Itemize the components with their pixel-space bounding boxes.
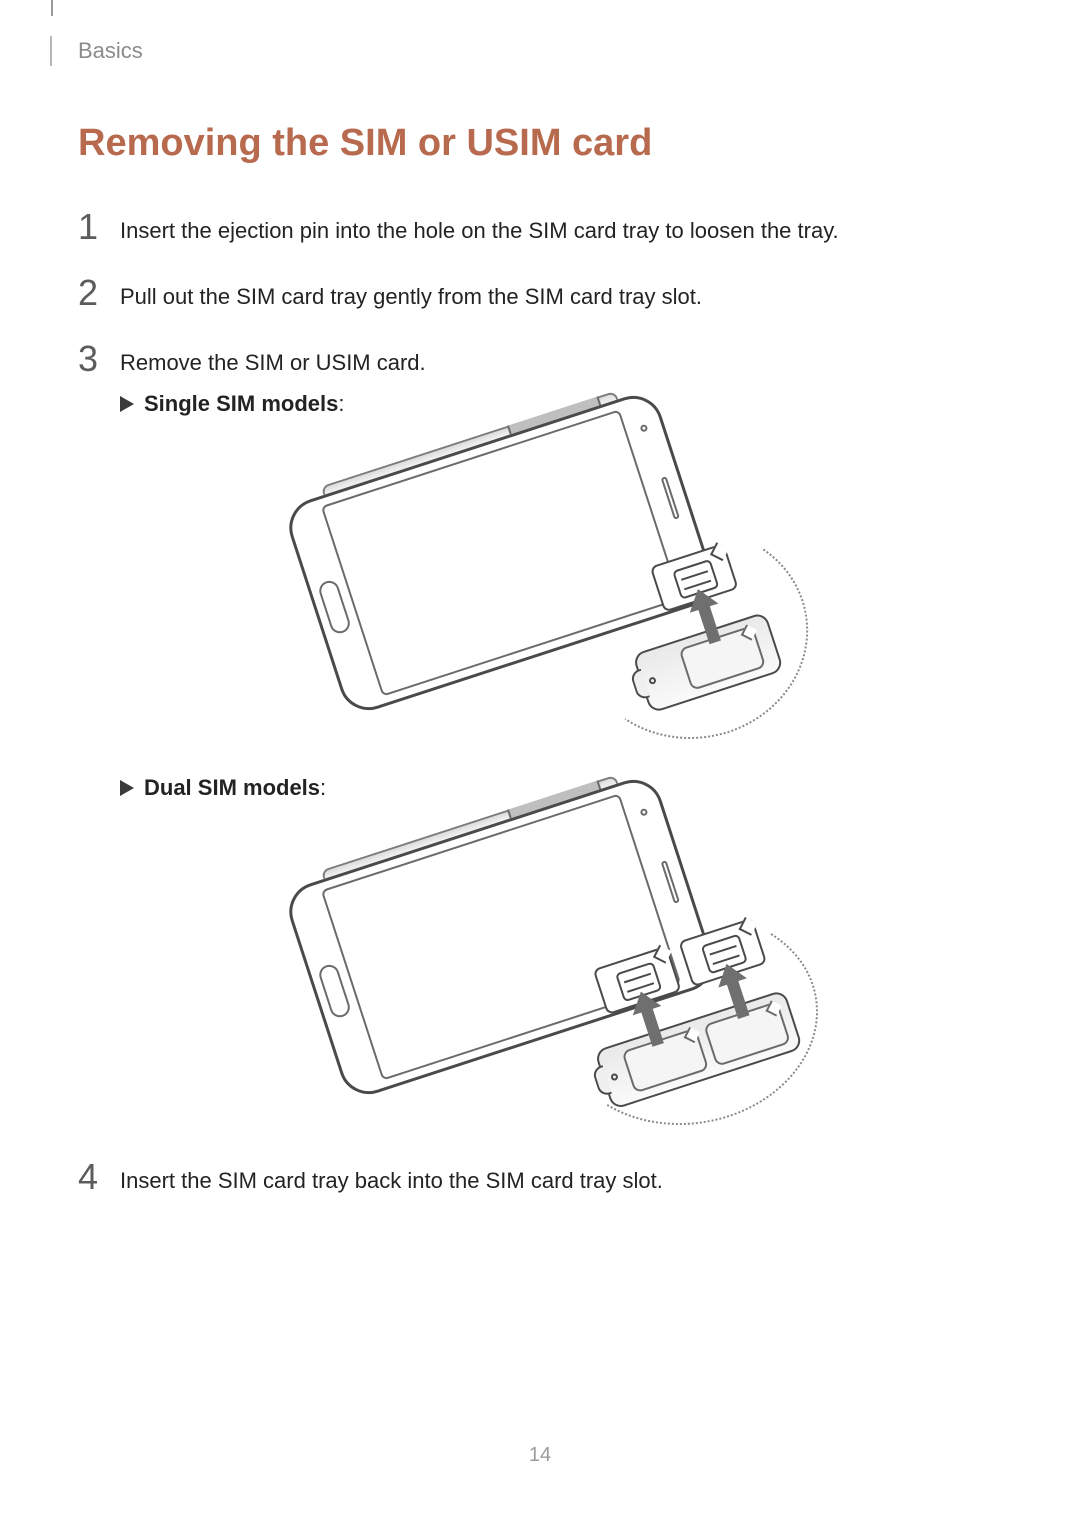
- sub-colon: :: [320, 775, 326, 801]
- step-text: Pull out the SIM card tray gently from t…: [120, 275, 1002, 313]
- step-number: 3: [78, 341, 120, 377]
- page-number: 14: [0, 1444, 1080, 1467]
- page-edge-mark: [51, 0, 53, 16]
- figure-single-sim: [270, 435, 810, 745]
- steps: 1 Insert the ejection pin into the hole …: [78, 209, 1002, 1197]
- step-number: 4: [78, 1159, 120, 1195]
- step-text: Insert the SIM card tray back into the S…: [120, 1159, 1002, 1197]
- step-text: Remove the SIM or USIM card.: [120, 341, 1002, 379]
- step-text: Insert the ejection pin into the hole on…: [120, 209, 1002, 247]
- tray-eject-hole: [610, 1072, 619, 1081]
- page: Basics Removing the SIM or USIM card 1 I…: [0, 0, 1080, 1197]
- step-1: 1 Insert the ejection pin into the hole …: [78, 209, 1002, 247]
- breadcrumb: Basics: [78, 38, 143, 64]
- figure-dual-sim: [270, 819, 810, 1129]
- step-3: 3 Remove the SIM or USIM card.: [78, 341, 1002, 379]
- breadcrumb-tick: [50, 36, 52, 66]
- step-2: 2 Pull out the SIM card tray gently from…: [78, 275, 1002, 313]
- step-number: 2: [78, 275, 120, 311]
- sub-colon: :: [338, 391, 344, 417]
- sub-label: Single SIM models: [144, 391, 338, 417]
- dotted-callout: [562, 510, 825, 757]
- section-title: Removing the SIM or USIM card: [78, 122, 1002, 165]
- step-number: 1: [78, 209, 120, 245]
- sub-label: Dual SIM models: [144, 775, 320, 801]
- breadcrumb-row: Basics: [50, 36, 1002, 66]
- step-4: 4 Insert the SIM card tray back into the…: [78, 1159, 1002, 1197]
- tray-eject-hole: [648, 676, 657, 685]
- triangle-bullet-icon: [120, 780, 134, 796]
- triangle-bullet-icon: [120, 396, 134, 412]
